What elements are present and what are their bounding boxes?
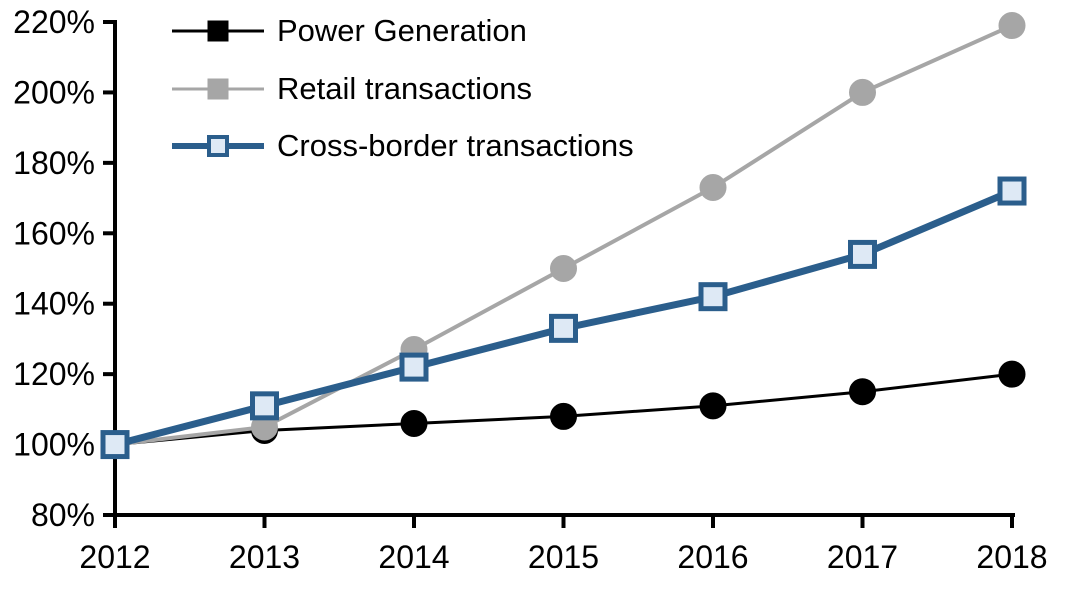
marker-power-generation-2015 <box>550 402 577 430</box>
y-axis-label-220-: 220% <box>13 4 95 40</box>
x-axis-label-2013: 2013 <box>229 539 300 575</box>
legend-item-power-generation: Power Generation <box>172 11 527 51</box>
marker-cross-border-transactions-2017 <box>848 239 877 269</box>
y-axis-label-180-: 180% <box>13 145 95 181</box>
y-axis-label-140-: 140% <box>13 286 95 322</box>
marker-power-generation-2018 <box>998 360 1026 388</box>
x-axis-label-2018: 2018 <box>976 539 1047 575</box>
circle-marker-icon <box>207 20 229 42</box>
marker-cross-border-transactions-2014 <box>399 352 429 382</box>
y-axis-label-160-: 160% <box>13 215 95 251</box>
marker-cross-border-transactions-2015 <box>549 313 578 343</box>
marker-power-generation-2016 <box>699 392 727 420</box>
legend-item-retail-transactions: Retail transactions <box>172 69 532 109</box>
y-axis-label-80-: 80% <box>31 497 95 533</box>
y-axis-label-100-: 100% <box>13 427 95 463</box>
legend-label: Cross-border transactions <box>277 128 634 163</box>
x-axis-label-2014: 2014 <box>378 539 449 575</box>
x-axis-label-2017: 2017 <box>827 539 898 575</box>
legend-item-cross-border-transactions: Cross-border transactions <box>172 126 634 166</box>
legend-swatch-retail-transactions <box>172 75 264 103</box>
marker-cross-border-transactions-2016 <box>698 282 728 312</box>
marker-cross-border-transactions-2012 <box>100 430 130 460</box>
marker-retail-transactions-2015 <box>550 255 577 282</box>
marker-retail-transactions-2016 <box>699 174 727 202</box>
marker-power-generation-2017 <box>849 378 876 406</box>
marker-retail-transactions-2018 <box>998 12 1026 40</box>
x-axis-label-2012: 2012 <box>79 539 150 575</box>
marker-retail-transactions-2017 <box>849 78 876 106</box>
legend-label: Retail transactions <box>277 71 533 106</box>
marker-cross-border-transactions-2018 <box>997 176 1027 206</box>
y-axis-label-120-: 120% <box>13 356 95 392</box>
legend-swatch-power-generation <box>172 17 264 45</box>
circle-marker-icon <box>207 78 229 100</box>
y-axis-label-200-: 200% <box>13 74 95 110</box>
square-marker-icon <box>207 135 229 157</box>
marker-power-generation-2014 <box>400 409 428 437</box>
x-axis-label-2016: 2016 <box>677 539 748 575</box>
marker-cross-border-transactions-2013 <box>250 391 279 421</box>
legend-swatch-cross-border-transactions <box>172 132 264 160</box>
x-axis-label-2015: 2015 <box>528 539 599 575</box>
legend-label: Power Generation <box>277 13 527 48</box>
